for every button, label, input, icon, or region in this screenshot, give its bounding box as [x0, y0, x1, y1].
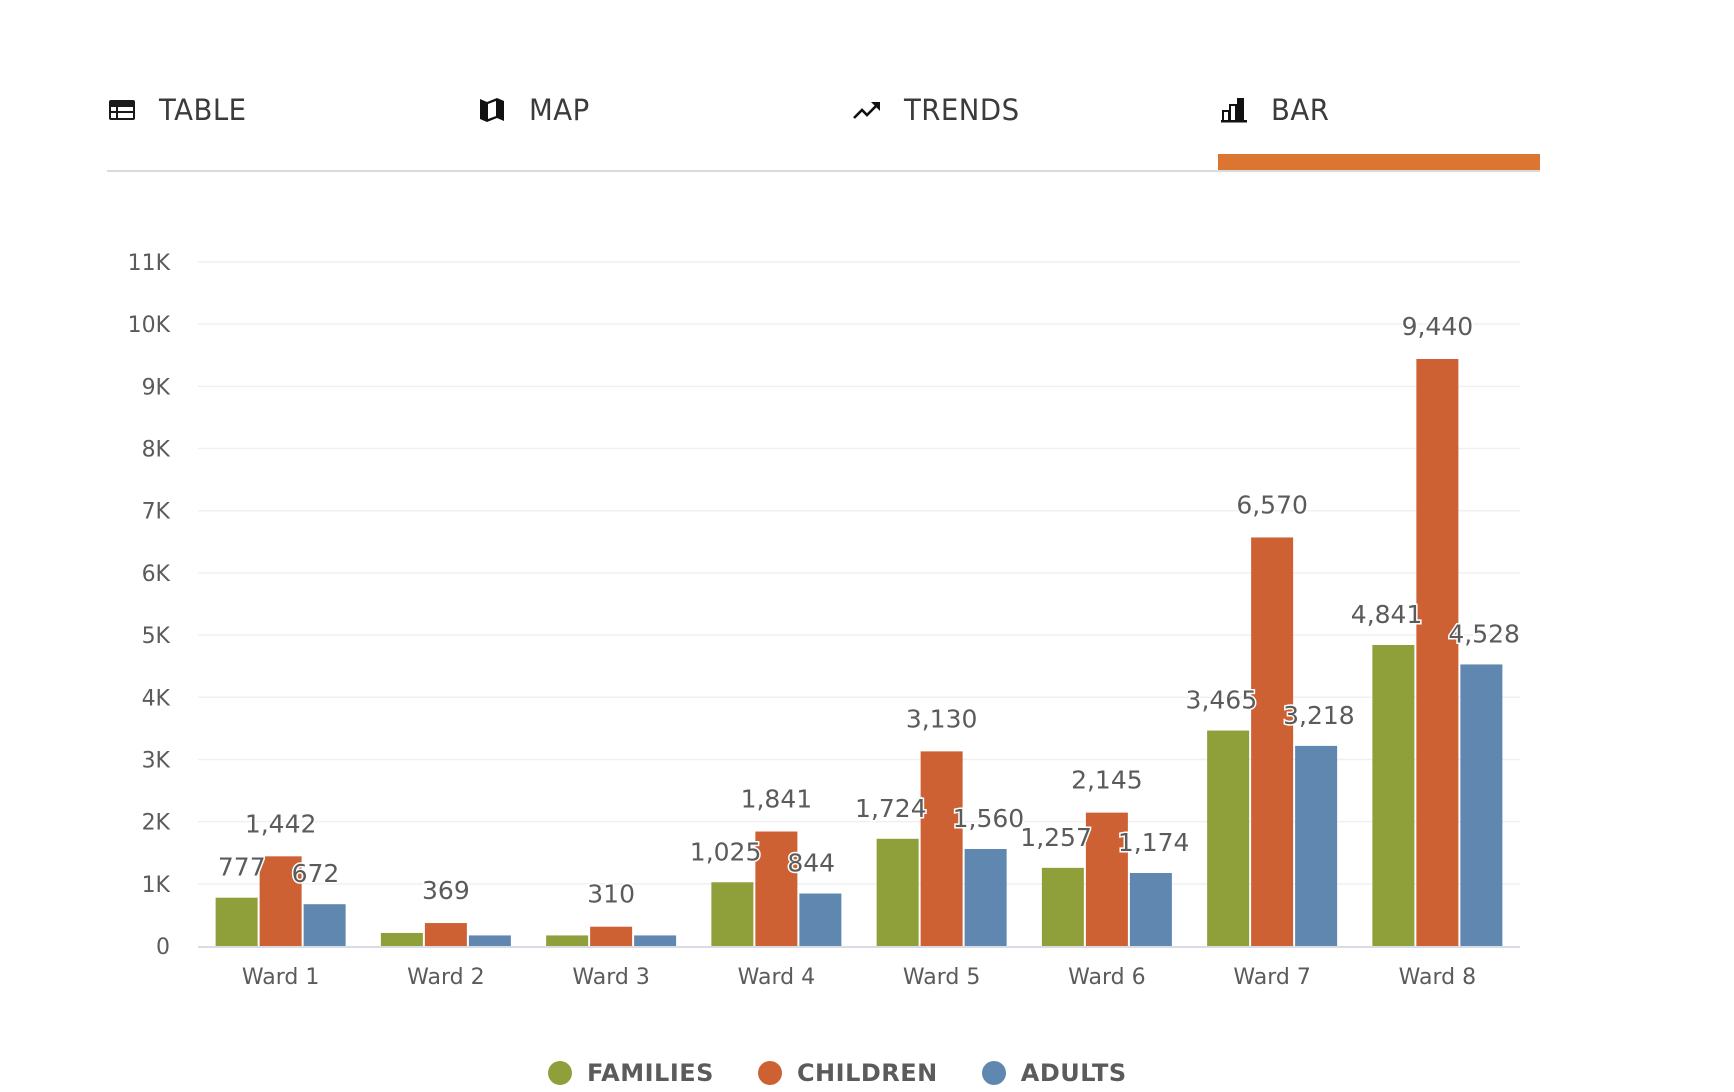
tab-label: BAR [1271, 93, 1330, 127]
data-label-families: 3,465 [1186, 686, 1258, 715]
y-tick-label: 1K [142, 873, 171, 898]
bar-adults [1295, 745, 1338, 946]
legend-item-adults[interactable]: ADULTS [981, 1059, 1127, 1087]
tabs-divider [107, 170, 1540, 172]
x-tick-label: Ward 8 [1399, 965, 1476, 990]
bar-children [1085, 812, 1128, 946]
view-tabs: TABLE MAP TRENDS BAR [107, 60, 1540, 172]
bar-adults [303, 904, 346, 946]
data-label-adults: 1,560 [953, 804, 1025, 833]
bar-children [424, 923, 467, 946]
data-label-children: 310 [587, 880, 635, 909]
data-label-children: 1,442 [245, 809, 317, 838]
tab-bar[interactable]: BAR [1219, 82, 1332, 138]
bar-adults [799, 893, 842, 946]
tab-trends[interactable]: TRENDS [852, 82, 1026, 138]
legend-dot-families [548, 1061, 572, 1085]
y-tick-label: 8K [142, 438, 171, 463]
data-label-children: 369 [422, 876, 470, 905]
tab-map[interactable]: MAP [477, 82, 593, 138]
trending-up-icon [852, 95, 882, 125]
bar-children [1416, 359, 1459, 946]
x-tick-label: Ward 1 [242, 965, 319, 990]
bar-adults [964, 848, 1007, 946]
data-label-children: 1,841 [741, 785, 813, 814]
x-tick-label: Ward 2 [407, 965, 484, 990]
bar-children [920, 751, 963, 946]
bars [215, 359, 1503, 946]
data-label-children: 9,440 [1402, 312, 1474, 341]
bar-families [380, 932, 423, 946]
legend-label: CHILDREN [796, 1059, 938, 1087]
legend-label: ADULTS [1020, 1059, 1127, 1087]
data-label-children: 3,130 [906, 704, 978, 733]
bar-adults [1129, 872, 1172, 946]
data-label-families: 4,841 [1351, 600, 1423, 629]
y-tick-label: 4K [142, 686, 171, 711]
x-tick-label: Ward 4 [738, 965, 815, 990]
data-label-families: 1,025 [690, 837, 762, 866]
bar-families [1372, 644, 1415, 946]
bar-families [1207, 730, 1250, 946]
legend-dot-adults [981, 1061, 1006, 1085]
legend-label: FAMILIES [587, 1059, 714, 1087]
y-tick-label: 6K [142, 562, 171, 587]
data-label-adults: 4,528 [1448, 619, 1520, 648]
x-tick-label: Ward 6 [1068, 965, 1145, 990]
y-tick-label: 2K [142, 811, 171, 836]
data-labels: 777 1,442 672 369 310 1,025 1,841 844 1,724 3,130… [216, 311, 1521, 911]
x-tick-label: Ward 7 [1233, 965, 1310, 990]
tab-label: TABLE [159, 93, 247, 127]
legend-dot-children [757, 1061, 782, 1085]
bar-families [1041, 867, 1084, 946]
y-tick-label: 10K [128, 313, 171, 338]
data-label-families: 777 [218, 853, 266, 882]
x-tick-label: Ward 3 [572, 965, 649, 990]
x-axis-ticks: Ward 1 Ward 2 Ward 3 Ward 4 Ward 5 Ward 6 Ward… [242, 965, 1476, 990]
data-label-adults: 1,174 [1118, 828, 1190, 857]
tab-table[interactable]: TABLE [107, 82, 251, 138]
y-tick-label: 0 [156, 935, 170, 960]
bar-families [546, 935, 589, 946]
bar-families [711, 882, 754, 946]
chart-legend: FAMILIES CHILDREN ADULTS [548, 1055, 1171, 1091]
y-tick-label: 11K [128, 251, 171, 276]
active-tab-indicator [1218, 154, 1540, 170]
bar-children [590, 926, 633, 946]
y-tick-label: 9K [142, 375, 171, 400]
bar-adults [468, 935, 511, 946]
bar-children [1251, 537, 1294, 946]
bar-families [215, 897, 258, 946]
data-label-adults: 672 [292, 859, 340, 888]
tab-label: MAP [529, 93, 590, 127]
bar-families [876, 838, 919, 946]
x-tick-label: Ward 5 [903, 965, 980, 990]
y-tick-label: 3K [142, 748, 171, 773]
bar-children [755, 831, 798, 946]
bar-chart-icon [1219, 95, 1249, 125]
data-label-children: 2,145 [1071, 766, 1143, 795]
tab-label: TRENDS [904, 93, 1020, 127]
bar-children [259, 856, 302, 946]
data-label-families: 1,257 [1020, 823, 1092, 852]
data-label-children: 6,570 [1236, 490, 1308, 519]
data-label-adults: 3,218 [1283, 701, 1355, 730]
data-label-families: 1,724 [855, 794, 927, 823]
data-label-adults: 844 [787, 849, 835, 878]
y-tick-label: 5K [142, 624, 171, 649]
bar-adults [634, 935, 677, 946]
y-tick-label: 7K [142, 500, 171, 525]
map-icon [477, 95, 507, 125]
y-axis-ticks: 0 1K 2K 3K 4K 5K 6K 7K 8K 9K 10K 11K [128, 251, 171, 960]
legend-item-children[interactable]: CHILDREN [757, 1059, 938, 1087]
bar-adults [1460, 664, 1503, 946]
table-icon [107, 95, 137, 125]
bar-chart: 0 1K 2K 3K 4K 5K 6K 7K 8K 9K 10K 11K 777 1,442 672 369… [128, 251, 1522, 990]
legend-item-families[interactable]: FAMILIES [548, 1059, 714, 1087]
